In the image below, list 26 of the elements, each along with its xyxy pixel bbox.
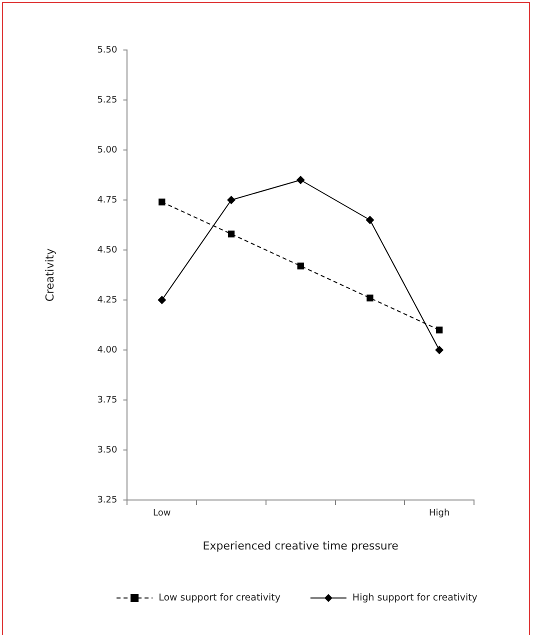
y-axis-title: Creativity — [43, 248, 56, 302]
point — [435, 346, 444, 354]
y-tick-label: 4.25 — [97, 295, 118, 306]
y-tick-label: 5.00 — [97, 145, 118, 156]
y-tick-label: 3.50 — [97, 445, 118, 456]
x-tick-label: High — [428, 508, 450, 519]
point — [158, 296, 166, 304]
point — [297, 262, 304, 270]
y-tick-label: 3.75 — [97, 395, 118, 406]
x-axis-title: Experienced creative time pressure — [202, 539, 399, 552]
y-tick-label: 5.25 — [97, 95, 118, 106]
point — [227, 196, 236, 204]
y-tick-label: 4.75 — [97, 195, 118, 206]
point — [366, 216, 374, 224]
y-tick-label: 4.00 — [97, 345, 118, 356]
y-tick-label: 4.50 — [97, 245, 118, 256]
y-tick-label: 5.50 — [97, 45, 118, 56]
legend-label: High support for creativity — [352, 592, 478, 604]
y-tick-label: 3.25 — [97, 495, 118, 506]
legend-label: Low support for creativity — [158, 592, 281, 604]
point — [436, 326, 443, 334]
point — [296, 176, 305, 184]
x-tick-label: Low — [153, 508, 171, 519]
point — [228, 230, 235, 238]
point — [158, 198, 166, 206]
point — [366, 294, 374, 302]
